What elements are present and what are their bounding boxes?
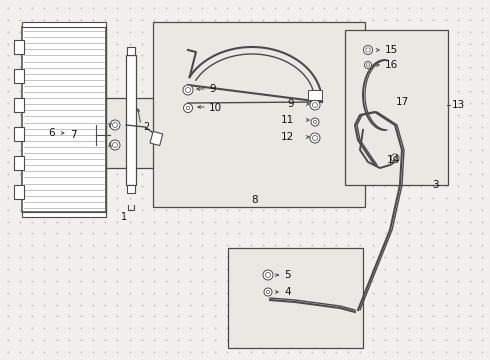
Text: 5: 5 [284,270,291,280]
Bar [22,27,106,212]
Text: 12: 12 [281,132,294,142]
Bar [22,212,106,217]
Text: 14: 14 [387,155,400,165]
Circle shape [391,154,399,162]
Text: 4: 4 [284,287,291,297]
Text: 2: 2 [143,122,149,132]
Circle shape [263,270,273,280]
Text: 1: 1 [121,212,127,222]
Bar [126,55,136,185]
Circle shape [266,273,270,278]
Text: 6: 6 [48,128,54,138]
Circle shape [183,104,193,112]
Bar [14,40,24,54]
Text: 15: 15 [385,45,398,55]
Circle shape [264,288,272,296]
Bar [14,98,24,112]
Circle shape [113,122,118,127]
Text: 3: 3 [432,180,439,190]
Circle shape [183,85,193,95]
Bar [14,156,24,170]
Text: 16: 16 [385,60,398,70]
Bar [308,90,322,100]
Bar [14,127,24,141]
Circle shape [314,120,317,123]
Circle shape [313,103,318,108]
Text: 7: 7 [70,130,76,140]
Bar [22,22,106,27]
Circle shape [367,64,369,66]
Circle shape [110,140,120,150]
Circle shape [113,143,118,148]
Text: 8: 8 [252,195,258,205]
Circle shape [310,133,320,143]
Circle shape [364,45,372,54]
Circle shape [186,87,191,93]
Circle shape [365,62,371,68]
Text: 10: 10 [209,103,222,113]
Bar [14,69,24,83]
Circle shape [393,156,396,159]
Bar [127,185,135,193]
Bar [150,131,163,145]
Bar [127,47,135,55]
Circle shape [110,120,120,130]
Bar [345,30,448,185]
Bar [14,185,24,199]
Circle shape [366,48,370,52]
Circle shape [310,100,320,110]
Bar [63,98,158,168]
Bar [228,248,363,348]
Text: 11: 11 [281,115,294,125]
Circle shape [267,291,270,294]
Text: 13: 13 [452,100,465,110]
Bar [153,22,365,207]
Text: 17: 17 [396,97,409,107]
Circle shape [311,118,319,126]
Text: 9: 9 [209,84,216,94]
Text: 9: 9 [287,99,294,109]
Circle shape [186,106,190,110]
Circle shape [313,135,318,140]
